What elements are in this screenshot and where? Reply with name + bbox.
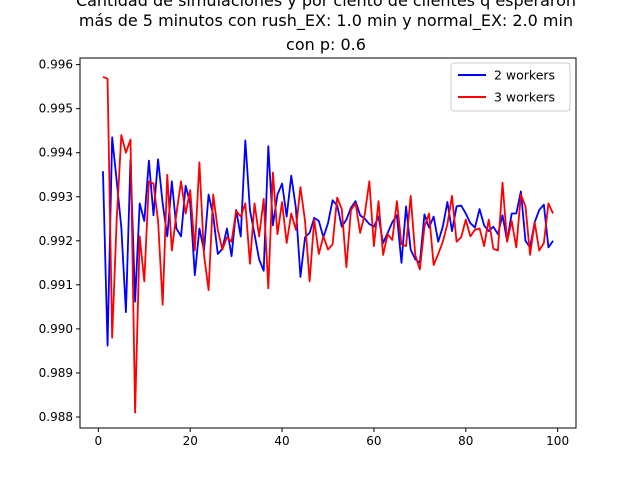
x-axis: 0 20 40 60 80 100 bbox=[95, 428, 569, 448]
legend: 2 workers 3 workers bbox=[450, 62, 571, 112]
y-tick-label: 0.988 bbox=[39, 410, 73, 424]
chart-title-line-1: Cantidad de simulaciones y por ciento de… bbox=[76, 0, 576, 10]
series-layer bbox=[102, 76, 554, 414]
y-tick-label: 0.996 bbox=[39, 58, 73, 72]
y-tick-label: 0.991 bbox=[39, 278, 73, 292]
y-tick-label: 0.989 bbox=[39, 366, 73, 380]
x-tick-label: 80 bbox=[458, 434, 473, 448]
x-tick-label: 20 bbox=[183, 434, 198, 448]
y-tick-label: 0.994 bbox=[39, 146, 73, 160]
x-tick-label: 60 bbox=[366, 434, 381, 448]
legend-label-3-workers: 3 workers bbox=[494, 90, 555, 105]
legend-label-2-workers: 2 workers bbox=[494, 68, 555, 83]
chart-title-line-3: con p: 0.6 bbox=[286, 35, 366, 54]
x-tick-label: 100 bbox=[546, 434, 569, 448]
y-tick-label: 0.995 bbox=[39, 102, 73, 116]
x-tick-label: 0 bbox=[95, 434, 103, 448]
x-tick-label: 40 bbox=[274, 434, 289, 448]
series-line-2-workers bbox=[102, 136, 554, 347]
chart-title-line-2: más de 5 minutos con rush_EX: 1.0 min y … bbox=[79, 11, 573, 31]
y-tick-label: 0.992 bbox=[39, 234, 73, 248]
series-line-3-workers bbox=[102, 76, 554, 414]
y-tick-label: 0.990 bbox=[39, 322, 73, 336]
plot-area bbox=[79, 57, 577, 429]
axes-frame bbox=[79, 57, 577, 429]
y-axis: 0.988 0.989 0.990 0.991 0.992 0.993 0.994 0.995… bbox=[39, 58, 80, 424]
y-tick-label: 0.993 bbox=[39, 190, 73, 204]
